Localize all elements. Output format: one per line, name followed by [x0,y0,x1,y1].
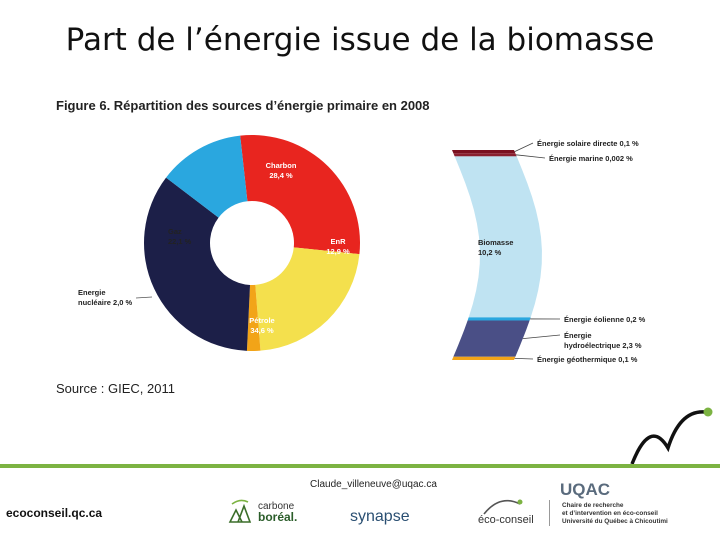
leader-line-energie-solaire-directe [514,142,534,152]
leader-line-nucleaire [135,296,153,299]
leader-line-energie-geothermique [514,358,534,360]
carbone-boreal-logo: carbone boréal. [258,501,298,524]
breakdown-energie-geothermique [452,356,516,360]
uqac-logo: UQAC [560,480,611,499]
source-note: Source : GIEC, 2011 [56,381,175,396]
breakdown-energie-marine [453,153,517,157]
breakdown-label-energie-geothermique: Énergie géothermique 0,1 % [537,355,638,364]
footer-divider-line [0,464,720,468]
carbone-word: carbone [258,501,295,512]
slice-enr [166,135,248,218]
breakdown-biomasse [454,156,542,318]
boreal-word: boréal. [258,510,298,524]
footer-site-link[interactable]: ecoconseil.qc.ca [6,506,103,520]
uqac-subtitle-line: et d’intervention en éco-conseil [562,510,658,517]
slice-label-enr: EnR 12,9 % [326,237,350,256]
renewables-breakdown [452,150,542,360]
slice-label-energie-nucleaire: Energie nucléaire 2,0 % [78,288,133,307]
breakdown-energie-hydroelectrique [453,320,530,357]
swoosh-dot [703,407,713,417]
slice-petrole [144,177,251,351]
slice-label-charbon: Charbon 28,4 % [266,161,297,180]
breakdown-label-energie-solaire-directe: Énergie solaire directe 0,1 % [537,139,639,148]
breakdown-label-energie-marine: Énergie marine 0,002 % [549,154,633,163]
logo-divider [549,500,550,526]
slice-label-petrole: Pétrole 34,6 % [249,316,274,335]
slice-energie-nucleaire [246,284,261,351]
breakdown-label-energie-eolienne: Énergie éolienne 0,2 % [564,315,646,324]
energy-donut-chart: Charbon 28,4 % Gaz 22,1 % Energie nucléaire 2… [78,135,646,364]
eco-leaf-icon [483,499,523,515]
slice-label-gaz: Gaz 22,1 % [168,227,192,246]
uqac-subtitle-line: Université du Québec à Chicoutimi [562,518,668,525]
uqac-subtitle-line: Chaire de recherche [562,502,624,509]
uqac-subtitle: Chaire de recherche et d’intervention en… [562,502,668,526]
donut-labels: Charbon 28,4 % Gaz 22,1 % Energie nucléaire 2… [78,161,350,335]
breakdown-label-energie-hydroelectrique: Énergie hydroélectrique 2,3 % [564,331,642,350]
breakdown-labels: Énergie solaire directe 0,1 % Énergie mar… [478,139,646,364]
swoosh-path [630,410,706,465]
synapse-logo: synapse [350,508,410,525]
slice-gaz [255,247,360,351]
donut-slices [144,135,360,351]
figure-caption: Figure 6. Répartition des sources d’éner… [56,98,430,113]
breakdown-energie-eolienne [467,317,531,321]
leader-line-energie-hydroelectrique [522,334,561,340]
breakdown-energie-solaire-directe [452,150,516,154]
slice-charbon [240,135,360,255]
leader-line-energie-marine [515,154,546,159]
eco-conseil-logo: éco-conseil [478,514,534,526]
breakdown-label-biomasse: Biomasse 10,2 % [478,238,513,257]
tree-icon [228,499,252,523]
footer-email[interactable]: Claude_villeneuve@uqac.ca [310,479,437,490]
swoosh-decoration [630,407,713,465]
slide-title: Part de l’énergie issue de la biomasse [65,22,655,58]
